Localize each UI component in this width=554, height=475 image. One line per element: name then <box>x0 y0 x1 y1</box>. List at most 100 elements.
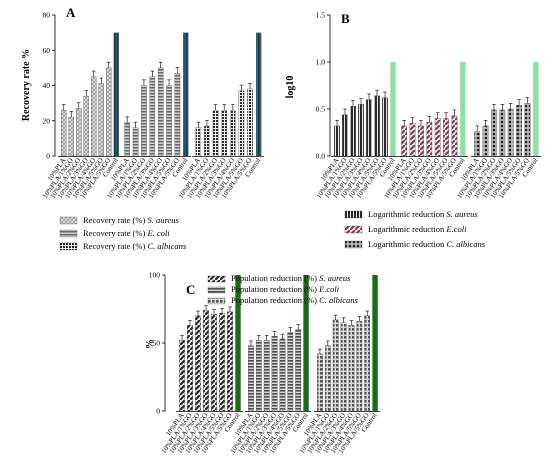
legend-swatch-a <box>59 216 78 225</box>
y-tick-label-c: 0 <box>156 407 160 416</box>
legend-label-c: Population reduction (%) C. albicans <box>231 295 358 305</box>
bar-c-series1-1 <box>179 340 185 412</box>
y-tick-label-c: 50 <box>153 339 161 348</box>
legend-swatch-c <box>207 297 226 305</box>
y-axis-label-c: % <box>145 339 156 349</box>
bar-b-series3-2 <box>482 125 489 157</box>
legend-swatch-a <box>59 229 78 238</box>
bar-a-series3-8 <box>256 32 262 156</box>
legend-label-text: Logarithmic reduction <box>368 209 446 219</box>
bar-b-series2-6 <box>443 118 449 157</box>
y-axis-label-b: log10 <box>285 76 296 99</box>
panel-c: C % 05010010%PLA10%PLA/1%GO10%PLA/2%GO10… <box>145 271 380 455</box>
bar-b-series3-1 <box>474 131 481 157</box>
legend-label-a: Recovery rate (%) C. albicans <box>83 241 187 251</box>
bar-b-series3-8 <box>533 62 539 156</box>
bar-b-series2-3 <box>418 125 424 157</box>
bar-c-series1-3 <box>195 315 201 412</box>
y-tick-label-b: 1.0 <box>316 58 326 67</box>
bar-a-series2-7 <box>174 73 181 157</box>
bar-a-series2-6 <box>166 85 172 157</box>
y-axis-label-a: Recovery rate % <box>21 49 32 121</box>
bar-b-series1-1 <box>334 125 340 157</box>
bar-b-series1-8 <box>390 62 396 156</box>
legend-label-organism: S. aureus <box>446 209 478 219</box>
legend-label-text: Population reduction (%) <box>231 273 319 283</box>
bar-b-series3-6 <box>516 105 522 157</box>
legend-label-c: Population reduction (%) E.coli <box>231 284 340 294</box>
bar-b-series1-5 <box>366 99 372 157</box>
bar-c-series3-2 <box>324 345 331 412</box>
bar-c-series1-6 <box>219 312 225 412</box>
bar-a-series2-8 <box>183 32 189 156</box>
bar-a-series2-5 <box>157 67 164 157</box>
legend-swatch-c <box>207 275 226 283</box>
bar-c-series2-7 <box>295 329 302 412</box>
legend-label-organism: C. albicans <box>446 239 485 249</box>
panel-letter-b: B <box>341 11 350 26</box>
bar-c-series2-3 <box>263 340 270 412</box>
bar-b-series1-6 <box>374 95 380 157</box>
bar-a-series1-6 <box>98 83 105 157</box>
bar-c-series1-7 <box>227 311 233 412</box>
panel-b: B log10 0.00.51.01.510%PLA10%PLA/1%GO10%… <box>285 11 541 249</box>
panel-letter-a: A <box>66 5 76 20</box>
bar-b-series2-2 <box>409 122 416 157</box>
bar-c-series1-2 <box>187 325 193 412</box>
bar-a-series3-6 <box>238 90 245 157</box>
legend-label-b: Logarithmic reduction C. albicans <box>368 239 486 249</box>
legend-swatch-b <box>344 240 363 249</box>
legend-label-organism: S. aureus <box>147 215 179 225</box>
bar-b-series1-4 <box>358 104 364 157</box>
bar-c-series2-6 <box>287 331 294 412</box>
bar-a-series1-2 <box>68 117 75 157</box>
bar-b-series2-1 <box>401 125 408 157</box>
legend-swatch-c <box>207 286 226 294</box>
bar-a-series1-5 <box>91 76 97 157</box>
bar-b-series3-7 <box>524 103 531 157</box>
legend-label-text: Logarithmic reduction <box>368 224 446 234</box>
legend-label-organism: E.coli <box>445 224 467 234</box>
bar-a-series3-1 <box>195 127 202 157</box>
legend-swatch-b <box>344 210 363 219</box>
legend-label-text: Recovery rate (%) <box>83 228 147 238</box>
bar-b-series2-4 <box>426 122 433 157</box>
legend-label-c: Population reduction (%) S. aureus <box>231 273 351 283</box>
bar-c-series3-4 <box>340 322 347 412</box>
bar-a-series3-3 <box>212 110 219 157</box>
bar-a-series2-4 <box>149 76 156 157</box>
legend-label-text: Population reduction (%) <box>231 295 319 305</box>
legend-label-a: Recovery rate (%) S. aureus <box>83 215 179 225</box>
bar-c-series2-5 <box>279 338 286 412</box>
bar-a-series3-4 <box>221 110 227 157</box>
y-tick-label-b: 0.0 <box>316 152 326 161</box>
bar-b-series2-8 <box>460 62 466 156</box>
legend-label-organism: S. aureus <box>319 273 351 283</box>
bar-c-series3-8 <box>372 275 378 411</box>
bar-b-series3-3 <box>491 109 497 157</box>
bar-b-series1-3 <box>350 106 356 157</box>
bar-c-series1-8 <box>235 275 241 411</box>
bar-c-series3-3 <box>332 319 339 412</box>
legend-swatch-b <box>344 225 363 234</box>
legend-label-organism: C. albicans <box>147 241 186 251</box>
y-tick-label-a: 60 <box>43 46 51 55</box>
bar-c-series1-5 <box>211 314 217 412</box>
legend-label-text: Population reduction (%) <box>231 284 319 294</box>
legend-label-text: Logarithmic reduction <box>368 239 446 249</box>
y-tick-label-a: 80 <box>43 11 51 20</box>
y-tick-label-c: 100 <box>149 271 161 280</box>
bar-b-series3-5 <box>507 108 514 157</box>
bar-c-series2-2 <box>255 340 262 412</box>
bar-a-series3-7 <box>247 88 253 157</box>
legend-label-organism: E. coli <box>146 228 170 238</box>
bar-c-series3-6 <box>356 321 363 412</box>
legend-swatch-a <box>59 242 78 251</box>
legend-label-a: Recovery rate (%) E. coli <box>83 228 170 238</box>
bar-c-series2-1 <box>248 345 254 412</box>
bar-c-series2-4 <box>271 336 278 412</box>
bar-a-series2-3 <box>141 85 147 157</box>
y-tick-label-b: 0.5 <box>316 105 326 114</box>
panel-a: A Recovery rate % 02040608010%PLA10%PLA/… <box>21 5 264 251</box>
